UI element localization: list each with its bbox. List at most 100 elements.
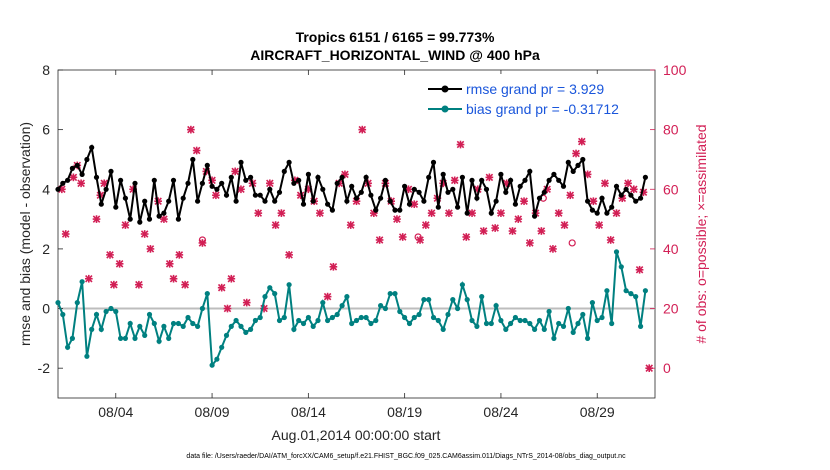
rmse-point — [522, 177, 528, 183]
rmse-point — [368, 192, 374, 198]
rmse-point — [633, 198, 639, 204]
bias-point — [411, 314, 417, 321]
rmse-point — [455, 204, 461, 210]
obs-assimilated-marker — [560, 221, 569, 229]
obs-assimilated-marker — [106, 251, 114, 259]
bias-point — [300, 320, 307, 327]
bias-point — [156, 338, 162, 344]
rmse-point — [546, 177, 552, 183]
bias-point — [406, 320, 413, 327]
bias-point — [382, 305, 388, 312]
obs-assimilated-marker — [69, 173, 78, 182]
rmse-point — [223, 192, 230, 198]
bias-point — [132, 335, 138, 341]
rmse-point — [118, 177, 124, 183]
rmse-point — [55, 186, 61, 192]
rmse-point — [609, 204, 615, 210]
bias-point — [286, 282, 292, 288]
bias-point — [84, 353, 90, 359]
bias-point — [349, 320, 355, 327]
rmse-point — [185, 180, 191, 186]
rmse-point — [262, 198, 268, 204]
bias-point — [479, 294, 485, 300]
rmse-point — [132, 180, 138, 186]
obs-assimilated-marker — [231, 167, 240, 176]
obs-possible-marker — [198, 236, 207, 244]
rmse-point — [69, 165, 75, 171]
rmse-point — [585, 198, 591, 204]
rmse-point — [483, 186, 490, 192]
rmse-point — [98, 201, 104, 207]
obs-assimilated-marker — [175, 251, 184, 259]
rmse-point — [560, 183, 567, 189]
obs-assimilated-marker — [577, 137, 586, 146]
obs-assimilated-marker — [84, 274, 93, 283]
bias-point — [195, 323, 201, 329]
bias-point — [238, 323, 244, 329]
rmse-point — [233, 198, 239, 204]
bias-point — [435, 317, 441, 324]
bias-point — [421, 297, 427, 303]
bias-point — [334, 311, 340, 318]
bias-point — [402, 314, 408, 321]
rmse-point — [387, 198, 393, 204]
bias-point — [536, 317, 543, 324]
y-right-tick-label: 100 — [663, 62, 687, 78]
bias-point — [363, 314, 369, 321]
obs-assimilated-marker — [146, 245, 155, 253]
bias-point — [565, 305, 571, 312]
rmse-point — [108, 168, 114, 174]
bias-point — [89, 326, 95, 332]
rmse-point — [339, 174, 345, 180]
rmse-point — [180, 195, 186, 201]
rmse-point — [445, 189, 451, 195]
bias-point — [459, 282, 465, 288]
obs-assimilated-marker — [629, 185, 638, 194]
bias-point — [199, 305, 205, 312]
y-right-tick-label: 80 — [663, 122, 679, 138]
rmse-point — [166, 198, 172, 204]
obs-assimilated-marker — [601, 179, 609, 188]
rmse-point — [469, 177, 475, 183]
rmse-point — [228, 174, 234, 180]
bias-point — [310, 323, 316, 329]
rmse-point — [89, 144, 95, 151]
bias-point — [416, 311, 422, 318]
bias-point — [397, 308, 403, 315]
bias-point — [541, 326, 547, 332]
bias-point — [358, 314, 364, 321]
rmse-point — [426, 174, 432, 180]
obs-assimilated-marker — [525, 239, 534, 247]
rmse-point — [122, 195, 128, 201]
chart-title-line2: AIRCRAFT_HORIZONTAL_WIND @ 400 hPa — [250, 47, 540, 63]
bias-point — [252, 317, 258, 324]
rmse-point — [392, 207, 398, 213]
rmse-point — [378, 195, 384, 201]
y-left-tick-label: 0 — [42, 301, 50, 317]
bias-point — [228, 323, 234, 329]
obs-assimilated-marker — [323, 292, 332, 301]
rmse-point — [238, 159, 244, 165]
legend-box — [420, 74, 651, 120]
rmse-point — [421, 198, 427, 204]
obs-assimilated-marker — [192, 146, 201, 155]
bias-point — [146, 311, 153, 318]
rmse-point — [204, 162, 210, 168]
bias-point — [175, 320, 181, 327]
legend-rmse-label: rmse grand pr = 3.929 — [466, 81, 604, 97]
obs-assimilated-marker — [485, 173, 494, 182]
rmse-point — [93, 174, 100, 180]
bias-point — [185, 314, 191, 321]
bias-point — [180, 323, 186, 329]
bias-point — [589, 300, 596, 306]
bias-point — [281, 314, 287, 321]
rmse-point — [589, 207, 596, 213]
rmse-point — [276, 189, 283, 195]
rmse-point — [127, 216, 133, 222]
rmse-point — [79, 171, 85, 177]
obs-assimilated-marker — [181, 280, 189, 289]
bias-point — [508, 320, 514, 327]
obs-assimilated-marker — [187, 125, 195, 134]
rmse-point — [373, 207, 379, 213]
